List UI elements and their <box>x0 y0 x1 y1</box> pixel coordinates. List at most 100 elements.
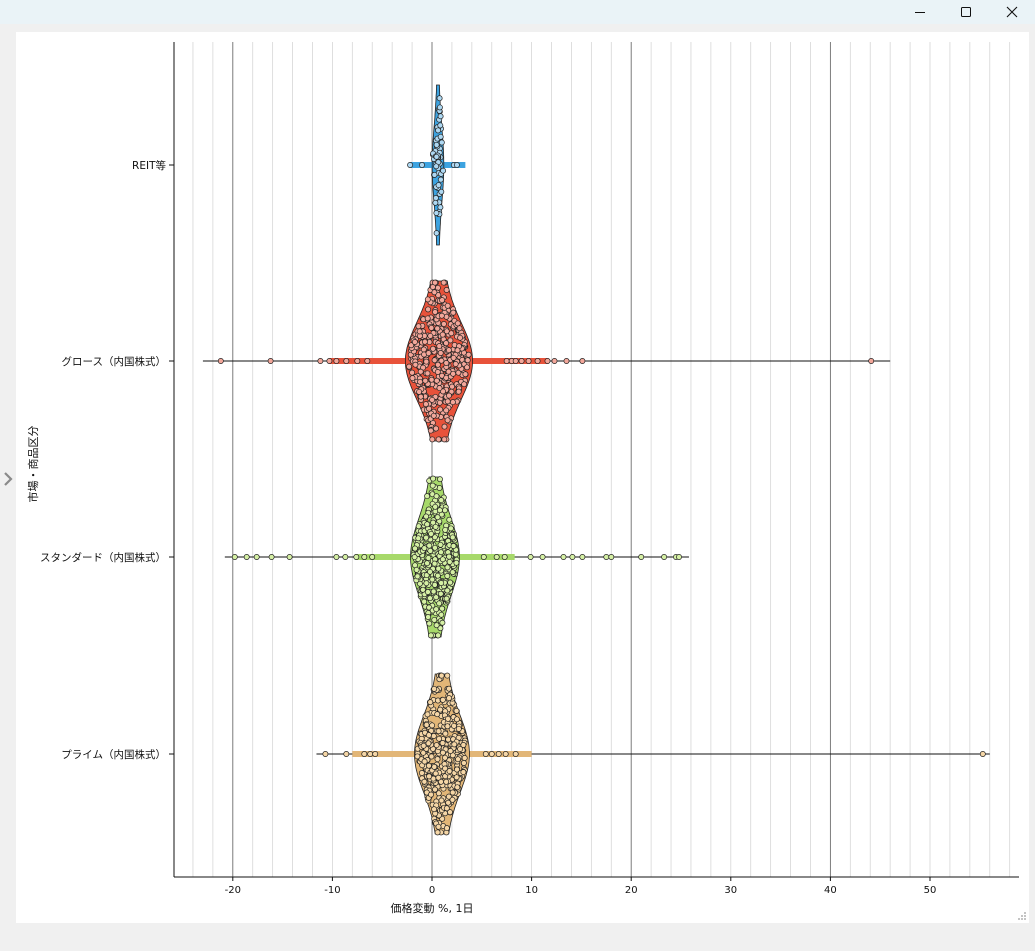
violin-group <box>316 672 990 836</box>
data-point <box>431 534 438 541</box>
data-point <box>424 711 431 718</box>
outlier-point <box>367 751 374 757</box>
outlier-point <box>343 358 350 364</box>
data-point <box>453 716 460 723</box>
data-point <box>431 616 438 623</box>
data-point <box>437 113 444 120</box>
outlier-point <box>503 358 510 364</box>
data-point <box>454 347 461 354</box>
data-point <box>432 279 438 286</box>
data-point <box>444 587 451 594</box>
data-point <box>446 516 453 523</box>
data-point <box>423 513 430 520</box>
data-point <box>424 296 431 303</box>
data-point <box>431 763 438 770</box>
outlier-point <box>661 554 668 560</box>
data-point <box>432 770 439 777</box>
outlier-point <box>579 358 586 364</box>
data-point <box>437 350 444 356</box>
data-point <box>430 412 437 419</box>
data-point <box>408 342 415 349</box>
data-point <box>428 530 435 537</box>
data-point <box>453 559 460 566</box>
x-tick-label: -10 <box>324 885 340 896</box>
data-point <box>449 534 456 541</box>
minimize-icon <box>915 12 925 13</box>
data-point <box>414 573 421 580</box>
data-point <box>428 324 435 331</box>
data-point <box>425 306 432 313</box>
title-bar <box>0 0 1035 24</box>
data-point <box>441 436 448 443</box>
data-point <box>450 543 457 549</box>
data-point <box>443 360 450 366</box>
data-point <box>433 230 440 237</box>
data-point <box>438 580 445 586</box>
data-point <box>454 784 461 791</box>
data-point <box>436 104 443 111</box>
data-point <box>433 493 440 500</box>
data-point <box>446 558 453 565</box>
outlier-point <box>333 554 340 560</box>
data-point <box>406 363 413 370</box>
data-point <box>443 287 450 293</box>
close-button[interactable] <box>989 0 1035 24</box>
data-point <box>446 392 452 399</box>
outlier-point <box>372 751 379 757</box>
data-point <box>428 753 435 760</box>
data-point <box>434 572 441 579</box>
data-point <box>432 786 438 793</box>
data-point <box>411 339 418 345</box>
outlier-point <box>539 554 546 560</box>
data-point <box>423 358 430 365</box>
data-point <box>447 748 454 754</box>
data-point <box>446 768 453 775</box>
violin-group <box>407 84 466 246</box>
data-point <box>462 371 469 378</box>
y-tick-label: スタンダード（内国株式） <box>40 551 166 564</box>
data-point <box>434 756 441 763</box>
data-point <box>447 525 454 532</box>
data-point <box>457 746 464 752</box>
maximize-button[interactable] <box>943 0 989 24</box>
outlier-point <box>544 358 551 364</box>
y-tick-label: REIT等 <box>132 159 166 172</box>
data-point <box>421 598 428 605</box>
data-point <box>423 534 430 541</box>
data-point <box>435 728 442 735</box>
data-point <box>416 328 423 335</box>
data-point <box>435 127 442 134</box>
x-axis-label: 価格変動 %, 1日 <box>391 901 474 915</box>
data-point <box>431 289 438 296</box>
data-point <box>417 393 424 400</box>
outlier-point <box>603 554 610 560</box>
data-point <box>419 586 426 593</box>
data-point <box>438 139 445 146</box>
data-point <box>435 436 442 443</box>
minimize-button[interactable] <box>897 0 943 24</box>
data-point <box>431 560 438 567</box>
data-point <box>451 741 458 748</box>
data-point <box>418 770 425 776</box>
data-point <box>449 796 456 803</box>
data-point <box>439 297 446 304</box>
data-point <box>437 176 444 183</box>
data-point <box>435 774 442 781</box>
x-tick-label: 20 <box>625 885 638 896</box>
data-point <box>437 204 444 211</box>
resize-grip-icon[interactable] <box>1017 911 1027 921</box>
data-point <box>436 735 443 742</box>
chevron-right-icon[interactable] <box>2 470 14 488</box>
data-point <box>450 354 457 361</box>
outlier-point <box>317 358 324 364</box>
data-point <box>426 542 433 549</box>
outlier-point <box>512 751 519 757</box>
data-point <box>445 736 452 743</box>
data-point <box>455 725 462 732</box>
outlier-point <box>364 358 371 364</box>
data-point <box>438 497 445 504</box>
data-point <box>439 605 446 612</box>
data-point <box>460 742 467 748</box>
outlier-point <box>419 162 425 168</box>
